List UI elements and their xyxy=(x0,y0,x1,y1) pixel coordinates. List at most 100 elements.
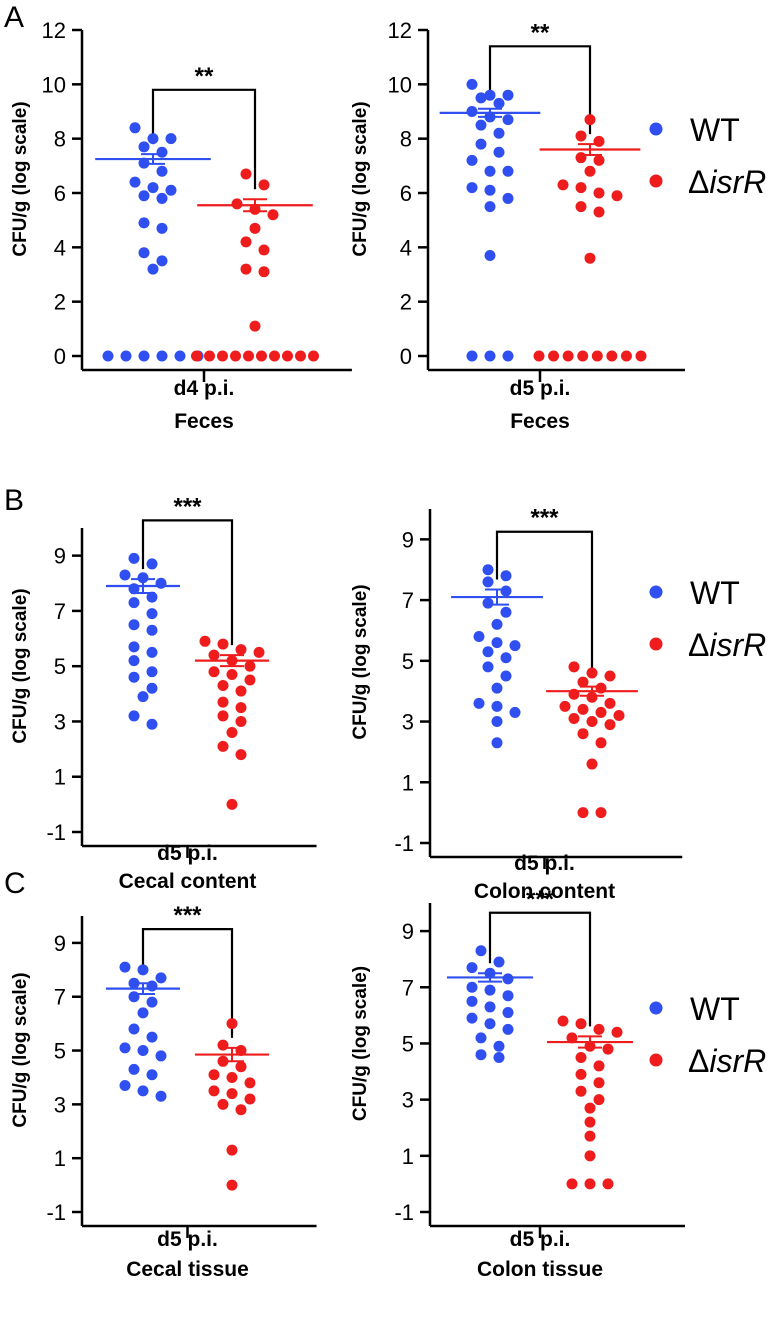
legend-isrR-label: ΔisrR xyxy=(688,164,766,200)
data-point xyxy=(584,165,596,177)
series-isrR xyxy=(191,168,319,362)
significance-bracket xyxy=(495,530,594,677)
data-point xyxy=(584,1178,596,1190)
y-tick-label: 5 xyxy=(54,1039,66,1064)
data-point xyxy=(235,1061,247,1073)
y-tick-label: 9 xyxy=(402,527,414,552)
legend-wt-label: WT xyxy=(690,112,740,148)
y-tick-label: 6 xyxy=(400,181,412,206)
data-point xyxy=(604,670,616,682)
y-tick-label: 4 xyxy=(400,235,412,260)
data-point xyxy=(577,676,589,688)
significance-stars: *** xyxy=(526,886,555,913)
y-tick-label: -1 xyxy=(394,1200,414,1225)
data-point xyxy=(146,666,158,678)
data-point xyxy=(128,597,140,609)
data-point xyxy=(217,1039,229,1051)
data-point xyxy=(267,209,279,221)
y-tick-label: 2 xyxy=(400,290,412,315)
data-point xyxy=(253,646,265,658)
legend-isrR-italic: isrR xyxy=(709,164,766,200)
data-point xyxy=(533,350,545,362)
data-point xyxy=(466,154,478,166)
data-point xyxy=(493,1040,505,1052)
data-point xyxy=(119,961,131,973)
series-wt xyxy=(95,122,211,362)
data-point xyxy=(156,192,168,204)
data-point xyxy=(128,1023,140,1035)
data-point xyxy=(584,1150,596,1162)
x-axis-label-sample: Colon content xyxy=(474,880,615,903)
data-point xyxy=(557,179,569,191)
data-point xyxy=(575,182,587,194)
data-point xyxy=(128,991,140,1003)
data-point xyxy=(235,715,247,727)
data-point xyxy=(138,350,150,362)
data-point xyxy=(611,1026,623,1038)
data-point xyxy=(156,255,168,267)
data-point xyxy=(500,585,512,597)
data-point xyxy=(500,652,512,664)
data-point xyxy=(258,179,270,191)
legend-1: WT ΔisrR xyxy=(649,112,766,200)
data-point xyxy=(146,996,158,1008)
legend-isrR-italic: isrR xyxy=(709,1043,766,1079)
y-tick-label: 5 xyxy=(402,1031,414,1056)
y-tick-label: 3 xyxy=(54,709,66,734)
data-point xyxy=(226,727,238,739)
data-point xyxy=(147,133,159,145)
data-point xyxy=(491,637,503,649)
data-point xyxy=(593,1023,605,1035)
data-point xyxy=(249,222,261,234)
data-point xyxy=(235,644,247,656)
data-point xyxy=(613,709,625,721)
y-tick-label: 8 xyxy=(400,127,412,152)
data-point xyxy=(559,700,571,712)
data-point xyxy=(475,119,487,131)
data-point xyxy=(584,1116,596,1128)
legend-isrR-label: ΔisrR xyxy=(688,627,766,663)
data-point xyxy=(577,728,589,740)
legend-isrR-label: ΔisrR xyxy=(688,1043,766,1079)
panel-label-a: A xyxy=(4,1,24,34)
data-point xyxy=(155,972,167,984)
data-point xyxy=(635,350,647,362)
data-point xyxy=(146,718,158,730)
data-point xyxy=(128,641,140,653)
data-point xyxy=(502,114,514,126)
data-point xyxy=(217,740,229,752)
data-point xyxy=(491,737,503,749)
data-point xyxy=(611,190,623,202)
x-axis-label-day: d5 p.i. xyxy=(510,377,571,400)
x-axis-label-sample: Feces xyxy=(174,410,234,433)
data-point xyxy=(482,576,494,588)
data-point xyxy=(137,1007,149,1019)
data-point xyxy=(258,244,270,256)
significance-bracket xyxy=(141,519,234,646)
data-point xyxy=(493,956,505,968)
x-axis-label-day: d5 p.i. xyxy=(510,1228,571,1251)
data-point xyxy=(230,350,241,362)
data-point xyxy=(493,127,505,139)
data-point xyxy=(231,198,243,210)
data-point xyxy=(602,1043,614,1055)
data-point xyxy=(156,146,168,158)
data-point xyxy=(244,674,256,686)
x-axis-label-sample: Feces xyxy=(510,410,570,433)
data-point xyxy=(593,187,605,199)
data-point xyxy=(208,1085,220,1097)
legend-isrR-prefix: Δ xyxy=(688,164,709,200)
series-wt xyxy=(451,564,543,749)
data-point xyxy=(199,635,211,647)
data-point xyxy=(235,685,247,697)
y-tick-label: 10 xyxy=(388,72,412,97)
data-point xyxy=(509,706,521,718)
data-point xyxy=(491,700,503,712)
legend-isrR-prefix: Δ xyxy=(688,627,709,663)
y-tick-label: 7 xyxy=(54,599,66,624)
data-point xyxy=(493,97,505,109)
data-point xyxy=(240,236,252,248)
data-point xyxy=(604,697,616,709)
y-tick-label: 10 xyxy=(42,72,66,97)
